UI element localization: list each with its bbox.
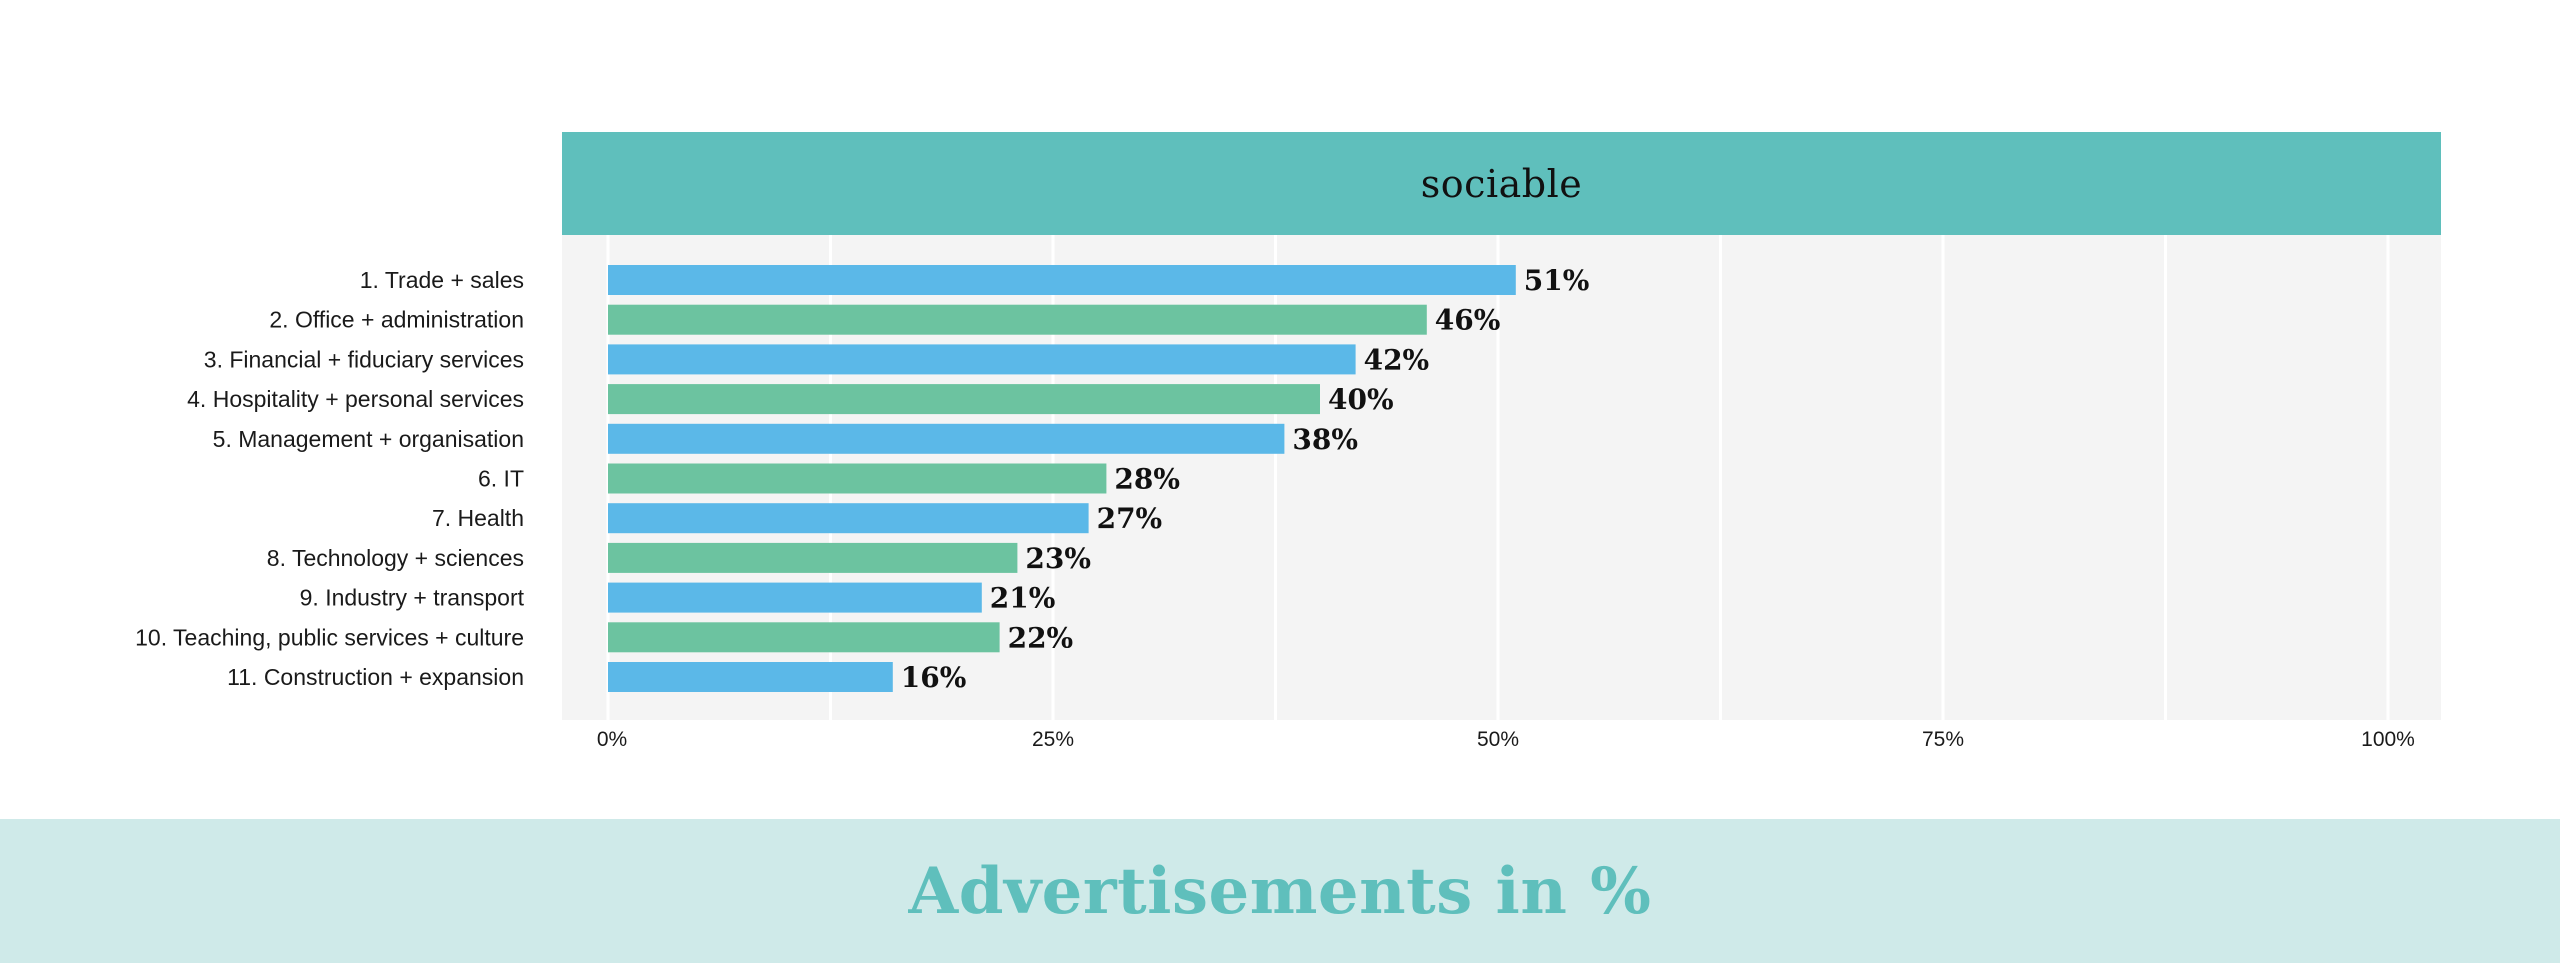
bar	[608, 384, 1320, 415]
category-label: 11. Construction + expansion	[227, 664, 524, 690]
chart-title: sociable	[1420, 161, 1583, 206]
value-label: 38%	[1292, 423, 1358, 456]
value-label: 42%	[1364, 343, 1430, 376]
value-label: 28%	[1114, 463, 1180, 496]
category-label: 3. Financial + fiduciary services	[204, 346, 524, 372]
value-label: 16%	[901, 661, 967, 694]
value-label: 51%	[1524, 264, 1590, 297]
category-label: 8. Technology + sciences	[267, 545, 524, 571]
category-label: 6. IT	[478, 466, 524, 492]
x-tick-label: 75%	[1922, 728, 1964, 751]
x-tick-label: 25%	[1032, 728, 1074, 751]
bar	[608, 622, 1000, 653]
category-label: 5. Management + organisation	[213, 426, 524, 452]
category-label: 7. Health	[432, 505, 524, 531]
bar	[608, 463, 1107, 494]
category-label: 10. Teaching, public services + culture	[135, 624, 524, 650]
bar	[608, 542, 1018, 573]
value-label: 22%	[1008, 621, 1074, 654]
footer-title: Advertisements in %	[908, 853, 1652, 929]
category-label: 4. Hospitality + personal services	[187, 386, 524, 412]
x-tick-label: 0%	[597, 728, 627, 751]
category-label: 2. Office + administration	[269, 307, 524, 333]
bar	[608, 503, 1089, 534]
bar	[608, 662, 893, 692]
bar	[608, 423, 1285, 454]
value-label: 46%	[1435, 304, 1501, 337]
chart-header: sociable	[562, 132, 2441, 235]
x-tick-label: 50%	[1477, 728, 1519, 751]
value-label: 27%	[1097, 502, 1163, 535]
value-label: 40%	[1328, 383, 1394, 416]
category-label: 1. Trade + sales	[360, 267, 524, 293]
bar	[608, 265, 1516, 295]
value-label: 23%	[1025, 542, 1091, 575]
footer-banner: Advertisements in %	[0, 819, 2560, 963]
value-label: 21%	[990, 582, 1056, 615]
category-label: 9. Industry + transport	[300, 585, 525, 611]
bar	[608, 582, 982, 613]
bar	[608, 304, 1427, 335]
bar	[608, 344, 1356, 375]
x-tick-label: 100%	[2361, 728, 2415, 751]
